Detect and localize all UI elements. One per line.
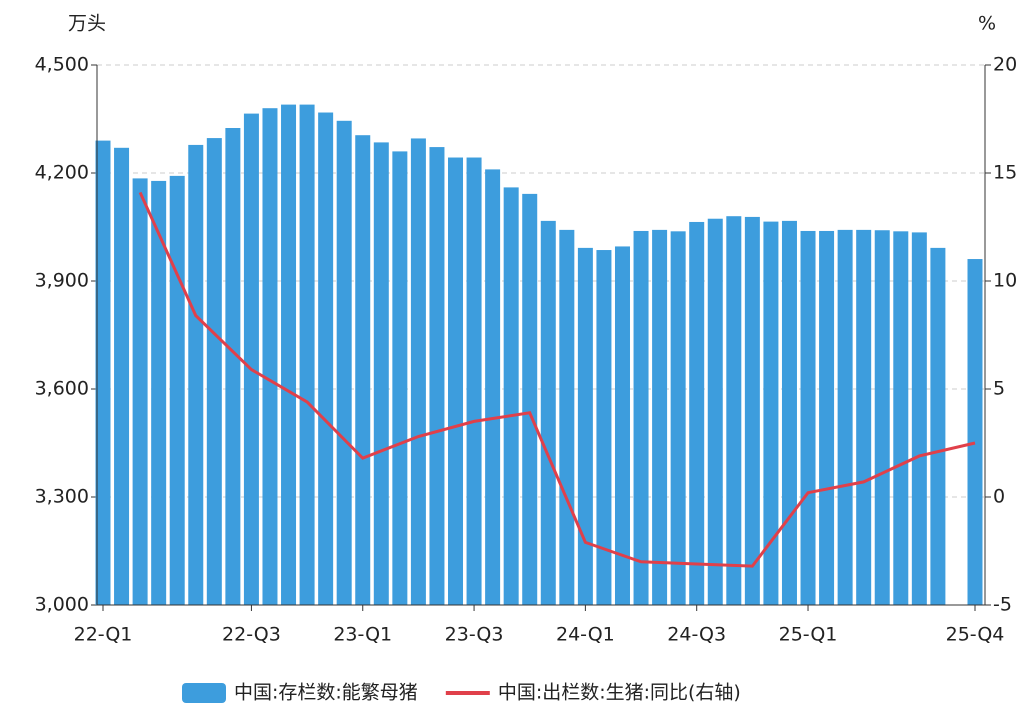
bar: [744, 216, 760, 606]
legend-label: 中国:出栏数:生猪:同比(右轴): [498, 682, 741, 704]
y2-tick-label: 0: [993, 486, 1005, 508]
bar: [893, 231, 909, 605]
y-tick-label: 3,900: [35, 270, 89, 292]
bar: [689, 221, 705, 605]
bar: [151, 180, 167, 606]
bar: [503, 187, 519, 605]
y2-tick-label: 20: [993, 54, 1017, 76]
bar: [466, 157, 482, 605]
bar: [206, 138, 222, 605]
bar: [281, 104, 297, 605]
bar: [874, 230, 890, 606]
x-tick-label: 23-Q3: [445, 624, 504, 646]
bar: [559, 229, 575, 605]
bar: [318, 112, 334, 606]
bar: [911, 232, 927, 605]
y-tick-label: 4,500: [35, 54, 89, 76]
x-tick-label: 24-Q3: [667, 624, 726, 646]
y-axis-unit: 万头: [68, 13, 106, 35]
bar: [95, 140, 111, 605]
y-tick-label: 3,000: [35, 594, 89, 616]
bar: [262, 108, 278, 605]
y2-tick-label: 15: [993, 162, 1017, 184]
bar: [763, 221, 779, 605]
y2-axis-unit: %: [978, 13, 996, 35]
bar: [336, 120, 352, 606]
bar: [577, 247, 593, 605]
bar: [633, 230, 649, 605]
bar: [392, 151, 408, 605]
bar: [169, 175, 185, 605]
bar: [726, 216, 742, 605]
x-tick-label: 25-Q4: [946, 624, 1005, 646]
bar: [707, 218, 723, 605]
bar: [373, 142, 389, 605]
bar: [596, 250, 612, 606]
bar: [781, 220, 797, 605]
bar: [614, 246, 630, 605]
bar: [299, 104, 315, 605]
y2-tick-label: 10: [993, 270, 1017, 292]
bar: [114, 147, 130, 606]
x-tick-label: 24-Q1: [556, 624, 615, 646]
bar: [819, 230, 835, 605]
bar: [225, 128, 241, 605]
bar: [243, 113, 259, 605]
line: [138, 191, 976, 568]
bar: [930, 247, 946, 605]
y-tick-label: 3,300: [35, 486, 89, 508]
bar: [837, 229, 853, 605]
bar: [410, 138, 426, 605]
y-tick-label: 4,200: [35, 162, 89, 184]
y2-tick-label: -5: [993, 594, 1012, 616]
bar: [188, 144, 204, 606]
bar: [800, 230, 816, 605]
y2-tick-label: 5: [993, 378, 1005, 400]
bar: [856, 229, 872, 605]
bar: [522, 193, 538, 605]
x-tick-label: 22-Q1: [74, 624, 133, 646]
bar: [132, 178, 148, 605]
bar: [652, 229, 668, 605]
legend-swatch: [182, 683, 226, 703]
x-tick-label: 25-Q1: [779, 624, 838, 646]
bar: [670, 231, 686, 605]
bar: [355, 135, 371, 605]
bar: [967, 259, 983, 605]
bar: [485, 169, 501, 605]
bar: [429, 147, 445, 605]
x-tick-label: 22-Q3: [222, 624, 281, 646]
legend-label: 中国:存栏数:能繁母猪: [234, 682, 418, 704]
bar: [448, 157, 464, 605]
y-tick-label: 3,600: [35, 378, 89, 400]
bar: [540, 220, 556, 605]
x-tick-label: 23-Q1: [333, 624, 392, 646]
